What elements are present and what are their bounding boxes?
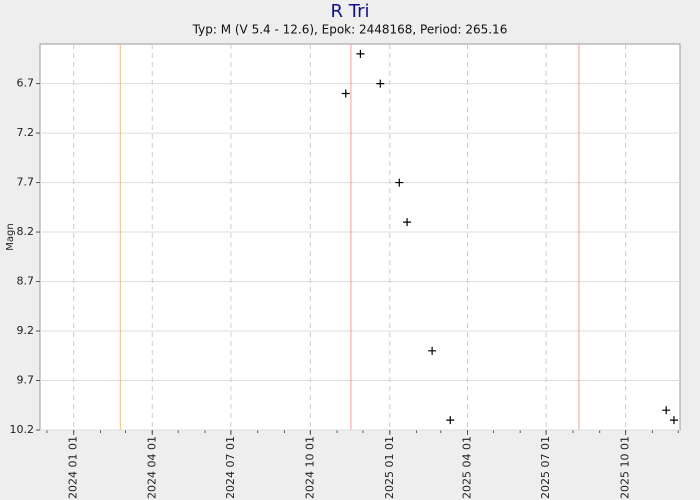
y-tick-label: 9.7 — [17, 374, 35, 387]
x-tick-label: 2025 10 01 — [619, 436, 632, 499]
data-point — [428, 346, 437, 355]
y-tick-label: 7.7 — [17, 176, 35, 189]
x-tick-label: 2024 04 01 — [145, 436, 158, 499]
y-tick-label: 7.2 — [17, 126, 35, 139]
x-tick-label: 2024 10 01 — [303, 436, 316, 499]
x-tick-label: 2025 01 01 — [383, 436, 396, 499]
data-point — [446, 416, 455, 425]
data-point — [356, 49, 365, 58]
x-tick-label: 2024 07 01 — [224, 436, 237, 499]
x-tick-label: 2025 07 01 — [539, 436, 552, 499]
y-axis-label: Magn — [5, 223, 16, 250]
chart-subtitle: Typ: M (V 5.4 - 12.6), Epok: 2448168, Pe… — [192, 23, 508, 37]
data-point — [669, 416, 678, 425]
x-tick-label: 2025 04 01 — [461, 436, 474, 499]
data-point — [403, 218, 412, 227]
y-tick-label: 8.2 — [17, 225, 35, 238]
plot-area — [39, 43, 681, 431]
y-tick-label: 10.2 — [10, 423, 35, 436]
data-point — [341, 89, 350, 98]
data-point — [376, 79, 385, 88]
data-point — [662, 406, 671, 415]
y-tick-label: 6.7 — [17, 77, 35, 90]
y-tick-label: 9.2 — [17, 324, 35, 337]
x-tick-label: 2024 01 01 — [67, 436, 80, 499]
y-tick-label: 8.7 — [17, 275, 35, 288]
data-point — [395, 178, 404, 187]
chart-title: R Tri — [331, 1, 370, 22]
